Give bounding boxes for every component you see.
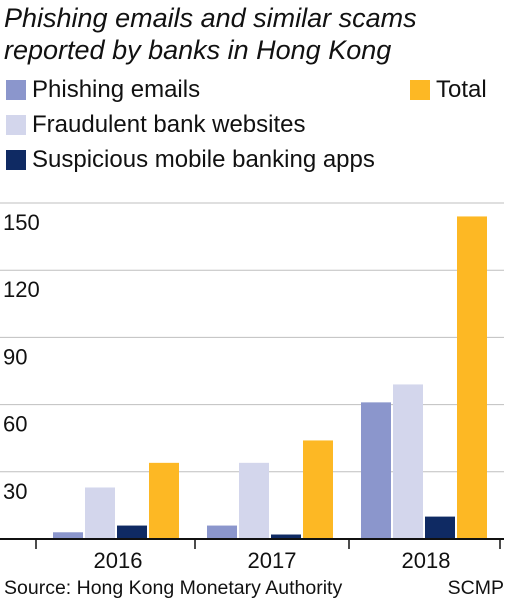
bar-total-2016 bbox=[149, 462, 179, 539]
bar-fraudulent-bank-websites-2016 bbox=[85, 487, 115, 539]
legend-label-suspicious: Suspicious mobile banking apps bbox=[32, 146, 375, 173]
title-line-2: reported by banks in Hong Kong bbox=[4, 35, 392, 65]
bar-fraudulent-bank-websites-2017 bbox=[239, 462, 269, 539]
bar-phishing-emails-2018 bbox=[361, 402, 391, 539]
legend-item-fraudulent: Fraudulent bank websites bbox=[6, 111, 306, 139]
legend-swatch-total bbox=[410, 80, 430, 100]
legend-label-fraudulent: Fraudulent bank websites bbox=[32, 111, 306, 138]
bar-phishing-emails-2017 bbox=[207, 525, 237, 539]
bar-suspicious-mobile-banking-apps-2016 bbox=[117, 525, 147, 539]
title-line-1: Phishing emails and similar scams bbox=[4, 3, 417, 33]
bar-phishing-emails-2016 bbox=[53, 532, 83, 539]
source-note: Source: Hong Kong Monetary Authority bbox=[4, 577, 343, 599]
chart-title: Phishing emails and similar scams report… bbox=[4, 2, 504, 66]
legend-label-phishing: Phishing emails bbox=[32, 76, 201, 103]
legend-item-phishing: Phishing emails bbox=[6, 76, 200, 104]
bar-total-2017 bbox=[303, 440, 333, 539]
legend-label-total: Total bbox=[436, 76, 487, 103]
x-tick-label-2018: 2018 bbox=[402, 548, 451, 573]
bar-suspicious-mobile-banking-apps-2018 bbox=[425, 516, 455, 539]
bar-total-2018 bbox=[457, 216, 487, 539]
y-tick-label-150: 150 bbox=[3, 210, 40, 235]
legend-swatch-fraudulent bbox=[6, 115, 26, 135]
bar-chart: 30 60 90 120 150 2016 2017 2018 bbox=[0, 202, 504, 573]
bar-fraudulent-bank-websites-2018 bbox=[393, 384, 423, 539]
x-tick-label-2016: 2016 bbox=[94, 548, 143, 573]
legend-item-suspicious: Suspicious mobile banking apps bbox=[6, 146, 375, 174]
y-tick-label-90: 90 bbox=[3, 344, 27, 369]
legend-item-total: Total bbox=[410, 76, 487, 104]
legend-swatch-suspicious bbox=[6, 150, 26, 170]
bar-suspicious-mobile-banking-apps-2017 bbox=[271, 534, 301, 539]
y-tick-label-120: 120 bbox=[3, 277, 40, 302]
y-tick-label-30: 30 bbox=[3, 479, 27, 504]
credit-label: SCMP bbox=[447, 577, 504, 599]
y-tick-label-60: 60 bbox=[3, 412, 27, 437]
legend-swatch-phishing bbox=[6, 80, 26, 100]
x-tick-label-2017: 2017 bbox=[248, 548, 297, 573]
